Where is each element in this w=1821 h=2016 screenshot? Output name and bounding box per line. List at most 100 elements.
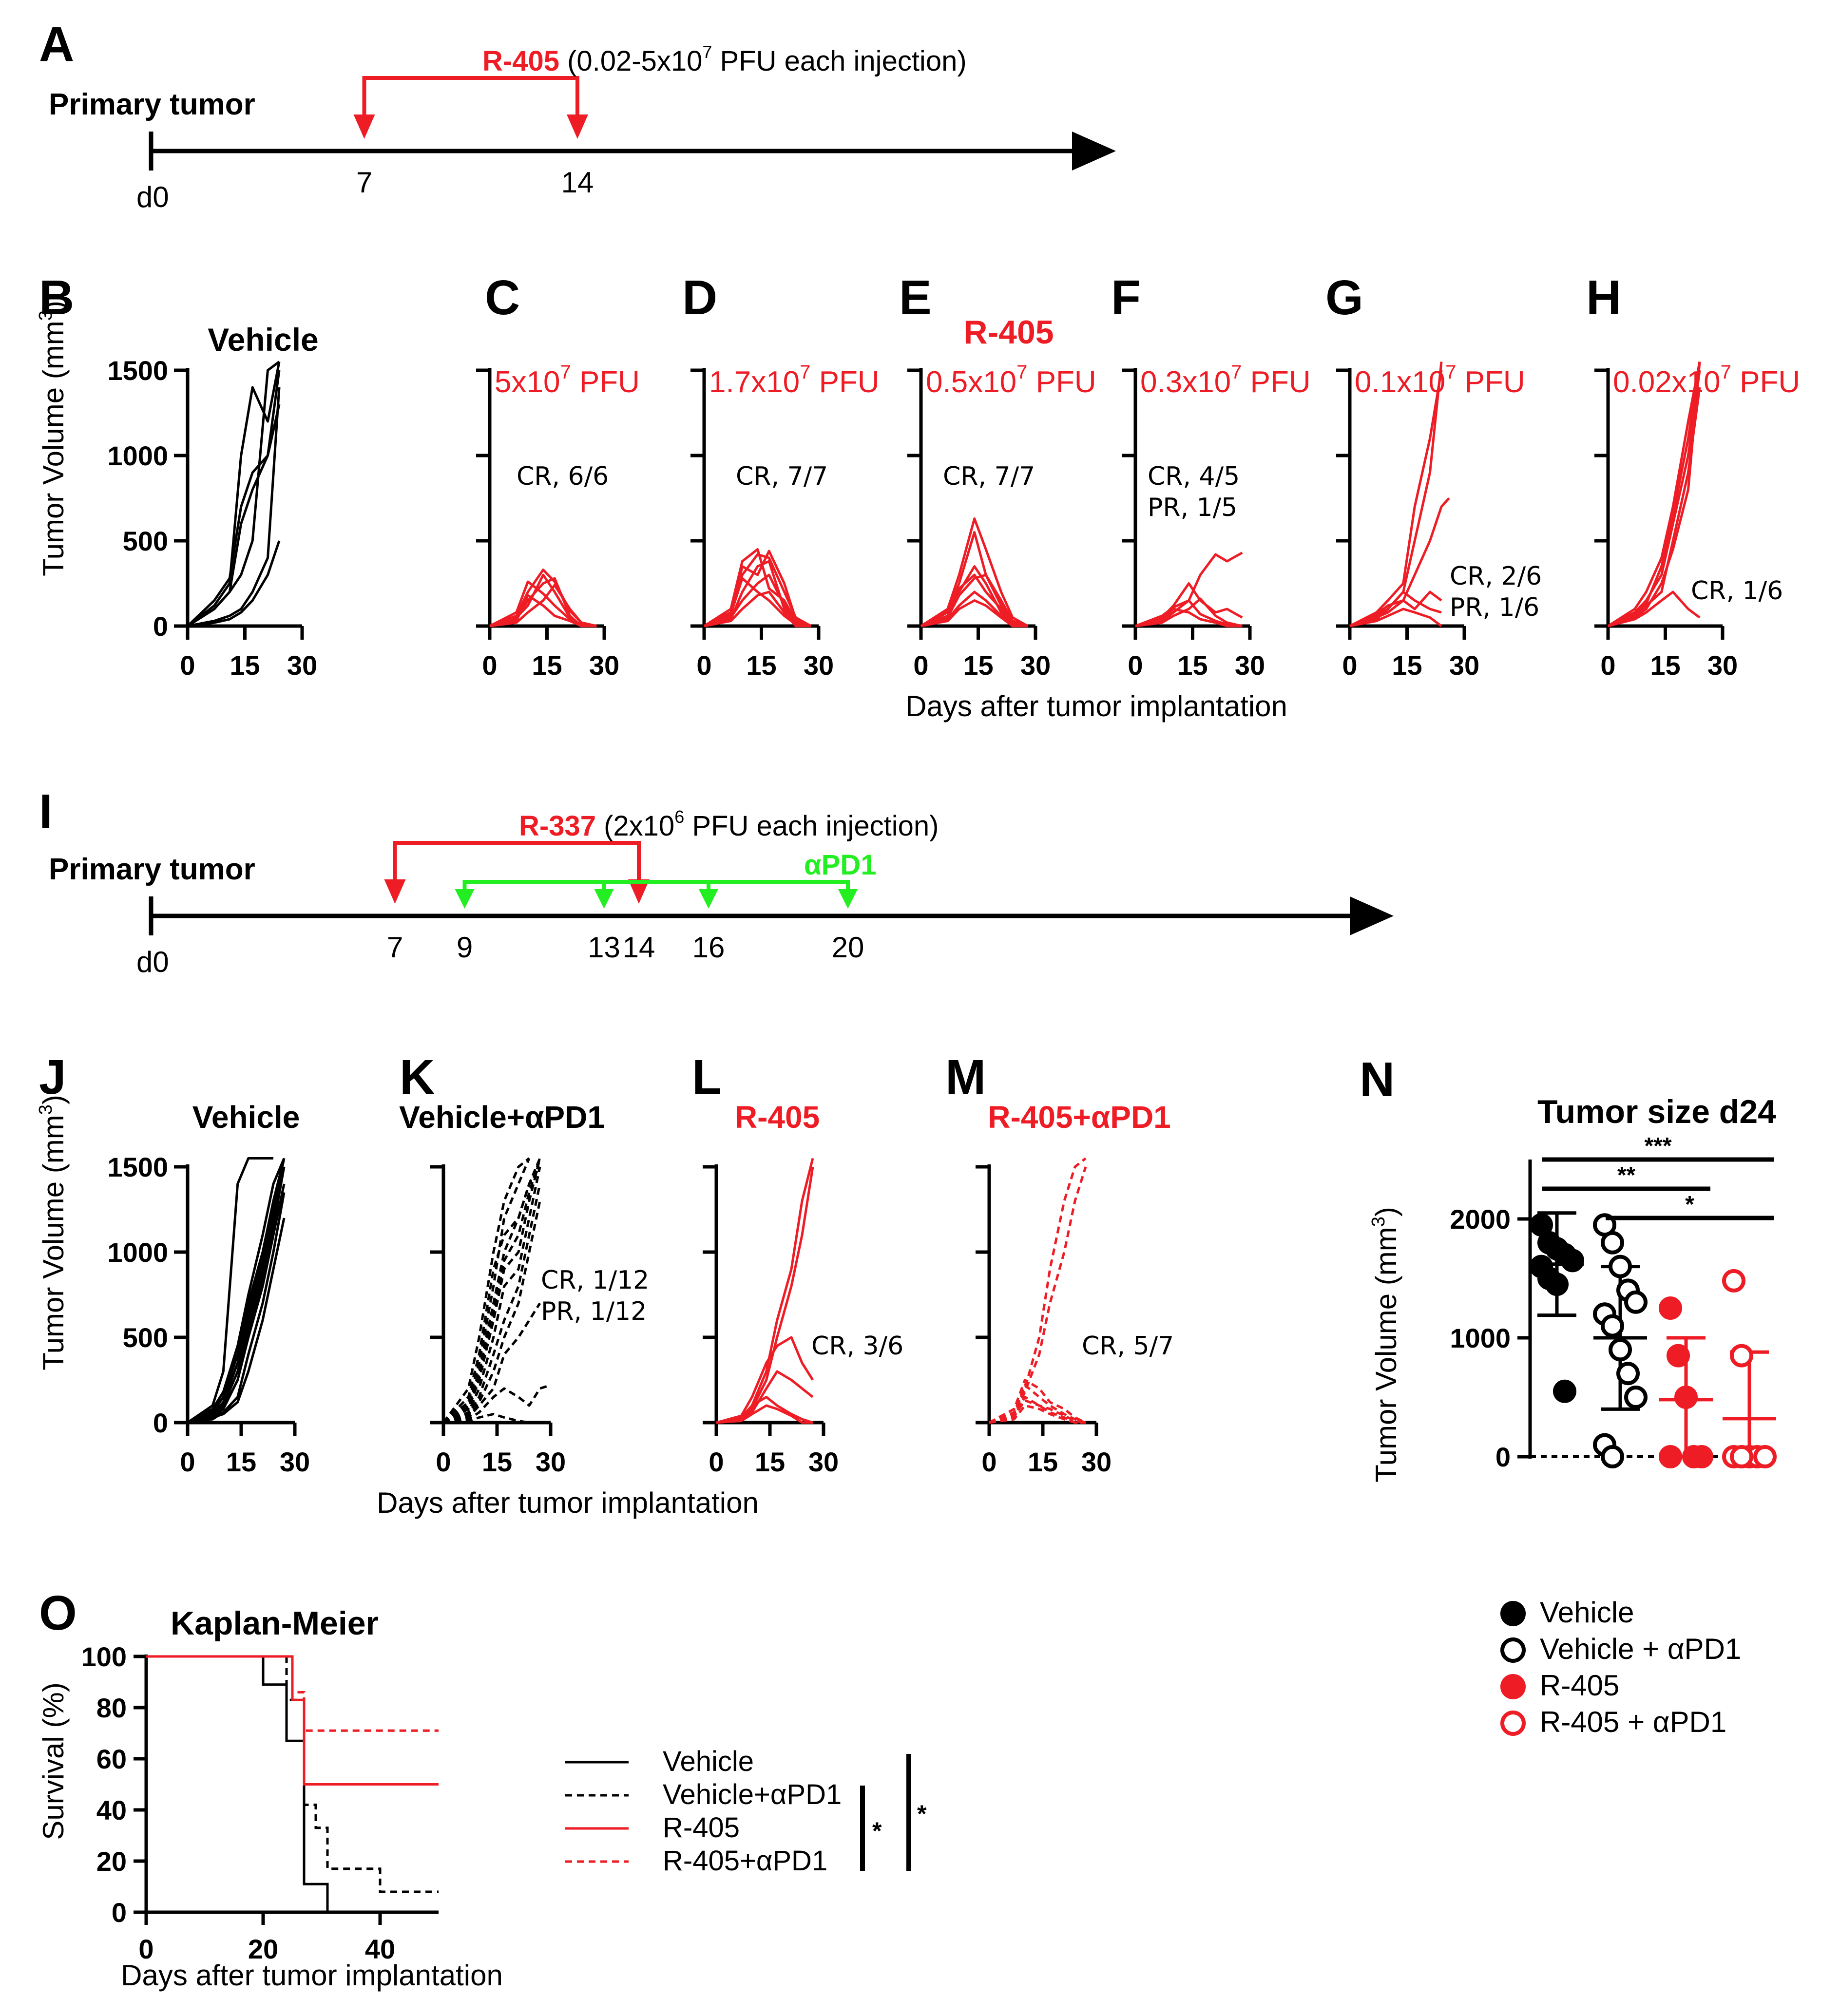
title-text: Vehicle [192, 1100, 300, 1135]
y-tick-label: 0 [112, 1897, 127, 1928]
series-line [1607, 361, 1701, 628]
survival-curve [146, 1655, 439, 1732]
x-tick-label: 30 [804, 650, 834, 681]
timeline-i-dose-tail: PFU each injection) [684, 810, 939, 842]
x-tick-label: 0 [482, 650, 497, 681]
panel-label-h: H [1586, 270, 1621, 325]
annotation: CR, 5/7 [1082, 1331, 1174, 1361]
y-tick-label: 1000 [107, 440, 168, 471]
data-point [1553, 1379, 1576, 1403]
day-label-14: 14 [561, 166, 594, 199]
x-tick-label: 15 [755, 1446, 785, 1477]
series-line [1349, 497, 1450, 628]
timeline-i-dose-text: R-337 (2x106 PFU each injection) [519, 807, 939, 842]
series-line [442, 1158, 541, 1424]
x-tick-label: 0 [180, 650, 195, 681]
panel-label-f: F [1111, 270, 1141, 325]
series-line [187, 1166, 286, 1424]
y-tick-label: 1500 [107, 1152, 168, 1182]
panel-n-legend: Vehicle Vehicle + αPD1 R-405 R-405 + αPD1 [1500, 1596, 1741, 1738]
series-line [1349, 590, 1442, 628]
panel-label-n: N [1360, 1052, 1395, 1107]
x-tick-label: 15 [1028, 1446, 1058, 1477]
survival-curve [146, 1655, 329, 1912]
day-label-7: 7 [387, 931, 403, 964]
series-line [988, 1379, 1087, 1424]
title-text: 0.1x10 [1355, 365, 1445, 399]
x-tick-label: 0 [180, 1446, 195, 1477]
timeline-a-arrowhead [1072, 132, 1116, 171]
series-line [1135, 608, 1243, 628]
series-line [443, 1183, 541, 1424]
day-label-7: 7 [356, 166, 372, 199]
legend-marker [1500, 1637, 1526, 1663]
drug-bracket [362, 76, 579, 117]
series-line [1607, 361, 1701, 628]
series-line [716, 1404, 813, 1424]
x-tick-label: 0 [436, 1446, 451, 1477]
series-line [1349, 361, 1443, 628]
series-line [1608, 361, 1701, 628]
panel-b: B Vehicle 0 500 1000 1500 0 15 30 [39, 270, 319, 681]
series-line [989, 1166, 1087, 1424]
timeline-a-drug: R-405 [482, 45, 559, 77]
y-tick-label: 100 [81, 1641, 127, 1672]
annotation: CR, 7/7 [736, 462, 828, 491]
series-line [989, 1157, 1087, 1424]
significance-label: ** [1617, 1162, 1636, 1188]
row-b-xlabel: Days after tumor implantation [905, 690, 1287, 723]
x-tick-label: 15 [963, 650, 993, 681]
x-tick-label: 15 [1650, 650, 1680, 681]
row-b-ylabel: Tumor Volume (mm3) [36, 301, 70, 576]
data-point [1601, 1314, 1624, 1338]
panel-h-title: 0.02x107 PFU [1613, 361, 1800, 399]
title-exp: 7 [560, 361, 571, 383]
x-tick-label: 30 [536, 1446, 566, 1477]
legend-marker [1500, 1711, 1526, 1736]
drug-arrow-day-7 [353, 114, 375, 139]
significance-label: * [917, 1800, 927, 1827]
x-tick-label: 15 [1177, 650, 1208, 681]
y-tick-label: 0 [1495, 1442, 1511, 1472]
legend-marker [1500, 1601, 1526, 1626]
annotation: CR, 1/12 [541, 1266, 649, 1295]
panel-k-title: Vehicle+αPD1 [399, 1100, 605, 1135]
panel-h: H 0.02x107 PFU 0 15 30 CR, 1/6 [1586, 270, 1800, 681]
series-line [187, 361, 280, 628]
series-line [443, 1166, 541, 1424]
title-tail: PFU [571, 365, 640, 399]
series-line [442, 1158, 531, 1424]
significance-label: * [1685, 1192, 1694, 1217]
data-point [1722, 1269, 1745, 1293]
x-tick-label: 0 [709, 1446, 724, 1477]
panel-m-title: R-405+αPD1 [988, 1100, 1171, 1135]
panel-e: E 0.5x107 PFU 0 15 30 CR, 7/7 [899, 270, 1096, 681]
x-tick-label: 30 [589, 650, 619, 681]
title-exp: 7 [800, 361, 810, 383]
series-line [443, 1302, 541, 1424]
y-tick-label: 1000 [1450, 1323, 1511, 1353]
series-line [187, 1217, 286, 1424]
series-line [1349, 590, 1442, 628]
series-line [920, 517, 1029, 628]
series-line [920, 599, 1028, 628]
x-tick-label: 30 [280, 1446, 310, 1477]
title-text: 0.3x10 [1140, 365, 1231, 399]
series-line [1608, 387, 1701, 628]
y-tick-label: 500 [123, 526, 168, 556]
timeline-a-title: Primary tumor [49, 88, 255, 121]
y-tick-label: 40 [96, 1795, 127, 1826]
drug-arrow-day-14 [567, 114, 588, 139]
data-point [1601, 1231, 1624, 1255]
legend-label: R-405 [1540, 1669, 1619, 1702]
day-label-9: 9 [457, 931, 473, 964]
x-tick-label: 15 [482, 1446, 512, 1477]
drug-bracket [393, 841, 641, 882]
series-line [443, 1384, 551, 1424]
timeline-i-dose-exp: 6 [674, 807, 684, 827]
antibody-arrow-day-20 [838, 889, 858, 909]
panel-l-title: R-405 [735, 1100, 820, 1135]
